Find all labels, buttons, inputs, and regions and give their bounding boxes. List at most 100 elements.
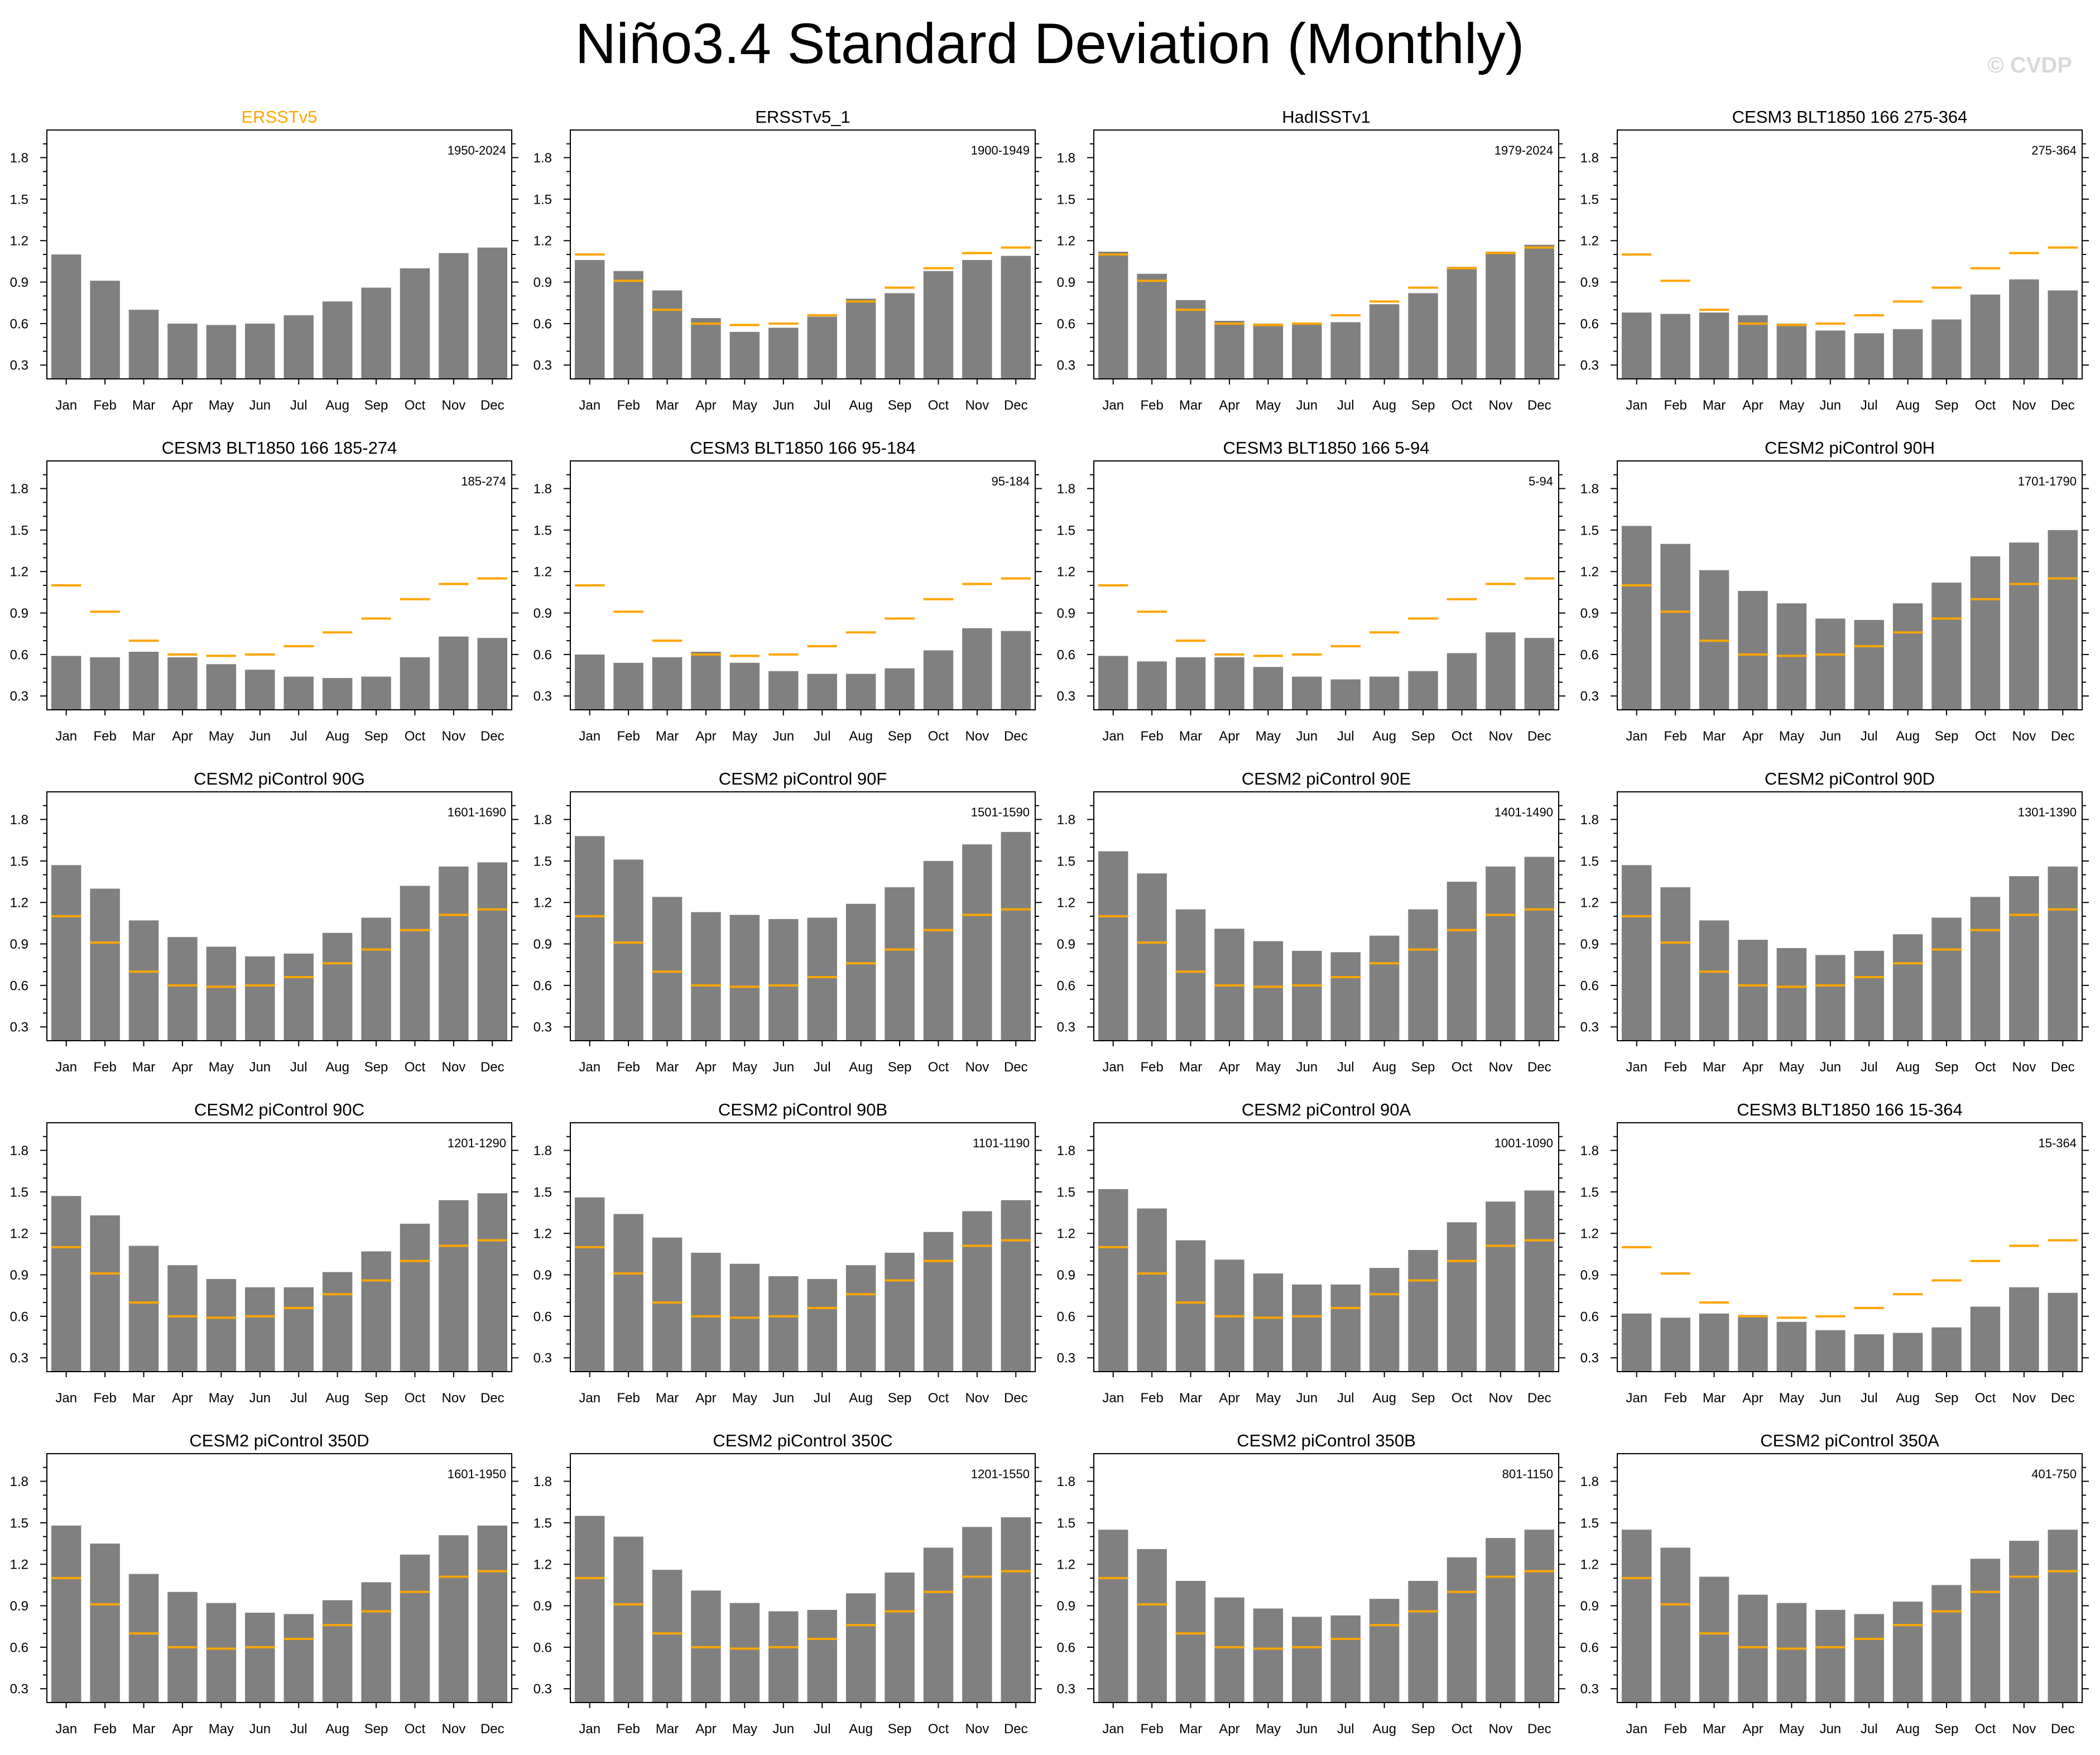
x-tick-label-sep: Sep xyxy=(888,1722,912,1737)
panel-title: CESM2 piControl 90A xyxy=(1242,1100,1411,1119)
bar-jun xyxy=(1815,330,1846,379)
bar-aug xyxy=(1892,934,1923,1041)
y-tick-label: 1.2 xyxy=(10,234,28,249)
y-tick-label: 1.8 xyxy=(1057,151,1075,166)
x-tick-label-apr: Apr xyxy=(1742,1391,1763,1406)
panel-title: CESM2 piControl 90G xyxy=(194,769,365,788)
x-tick-label-aug: Aug xyxy=(325,729,349,744)
x-tick-label-jun: Jun xyxy=(249,1722,271,1737)
y-tick-label: 0.6 xyxy=(10,1309,28,1324)
bar-sep xyxy=(361,917,391,1041)
x-tick-label-jun: Jun xyxy=(772,398,794,413)
x-tick-label-jun: Jun xyxy=(772,729,794,744)
y-tick-label: 0.6 xyxy=(10,647,28,662)
x-tick-label-may: May xyxy=(209,1391,234,1406)
chart-panel: 0.3 0.6 0.9 1.2 1.5 1.8 Jan Feb Mar Apr May Jun Jul A… xyxy=(1057,438,1565,744)
period-label: 15-364 xyxy=(2038,1136,2077,1150)
x-tick-label-nov: Nov xyxy=(1489,1391,1513,1406)
x-tick-label-dec: Dec xyxy=(1004,1391,1028,1406)
x-tick-label-apr: Apr xyxy=(695,1722,716,1737)
y-axis-ticks-left xyxy=(564,474,570,697)
y-tick-label: 1.5 xyxy=(1580,854,1599,869)
bar-jun xyxy=(768,328,799,379)
x-tick-label-jun: Jun xyxy=(249,1391,271,1406)
bar-nov xyxy=(439,1200,469,1372)
x-tick-label-nov: Nov xyxy=(965,1060,989,1075)
x-tick-label-may: May xyxy=(732,1391,757,1406)
x-tick-label-mar: Mar xyxy=(1179,729,1202,744)
x-tick-label-mar: Mar xyxy=(656,1391,679,1406)
bar-dec xyxy=(2048,530,2078,710)
bar-may xyxy=(1776,1321,1807,1372)
x-tick-label-feb: Feb xyxy=(93,1060,116,1075)
period-label: 801-1150 xyxy=(1502,1467,1553,1481)
x-tick-label-jan: Jan xyxy=(579,398,600,413)
x-tick-label-aug: Aug xyxy=(1896,1722,1920,1737)
bar-jul xyxy=(283,1287,314,1372)
bar-oct xyxy=(1447,653,1477,710)
chart-panel: 0.3 0.6 0.9 1.2 1.5 1.8 Jan Feb Mar Apr May Jun Jul A… xyxy=(1057,1100,1565,1406)
bar-jun xyxy=(768,1611,799,1703)
x-tick-label-mar: Mar xyxy=(656,1060,679,1075)
y-tick-label: 1.2 xyxy=(10,1557,28,1573)
y-tick-label: 0.3 xyxy=(10,689,28,704)
x-tick-label-jan: Jan xyxy=(579,1060,600,1075)
bar-jun xyxy=(1815,1609,1846,1703)
x-tick-label-apr: Apr xyxy=(1219,1391,1239,1406)
bar-dec xyxy=(477,247,508,379)
bar-apr xyxy=(691,651,721,710)
bar-sep xyxy=(361,1582,391,1703)
x-tick-label-jan: Jan xyxy=(579,1722,600,1737)
x-tick-label-jan: Jan xyxy=(1102,1391,1124,1406)
bar-may xyxy=(729,331,760,379)
panel-title: CESM2 piControl 90B xyxy=(718,1100,887,1119)
x-axis-ticks xyxy=(1636,1703,2064,1708)
x-tick-label-feb: Feb xyxy=(1140,398,1163,413)
bar-feb xyxy=(1137,273,1167,379)
bar-jul xyxy=(1854,950,1884,1041)
bar-jul xyxy=(283,315,314,379)
panel-title: CESM2 piControl 350A xyxy=(1760,1431,1939,1450)
x-tick-label-nov: Nov xyxy=(442,1060,466,1075)
panel-title: CESM2 piControl 350C xyxy=(713,1431,892,1450)
bar-jan xyxy=(51,656,81,710)
y-tick-label: 0.9 xyxy=(1580,606,1599,621)
y-tick-label: 0.6 xyxy=(534,316,552,331)
chart-panel: 0.3 0.6 0.9 1.2 1.5 1.8 Jan Feb Mar Apr May Jun Jul A… xyxy=(1580,769,2089,1075)
y-tick-label: 0.9 xyxy=(1580,1268,1599,1283)
y-tick-label: 0.3 xyxy=(534,358,552,373)
bar-aug xyxy=(1892,1333,1923,1372)
bar-aug xyxy=(322,1272,353,1372)
bar-oct xyxy=(923,1232,954,1372)
y-tick-label: 1.2 xyxy=(1057,565,1075,580)
y-axis-ticks-left xyxy=(40,474,47,697)
x-tick-label-aug: Aug xyxy=(1372,1722,1396,1737)
bar-jan xyxy=(1098,851,1128,1041)
y-tick-label: 0.3 xyxy=(1580,689,1599,704)
x-tick-label-oct: Oct xyxy=(928,1391,949,1406)
bar-sep xyxy=(1408,1580,1438,1703)
chart-panel: 0.3 0.6 0.9 1.2 1.5 1.8 Jan Feb Mar Apr May Jun Jul A… xyxy=(1580,1100,2089,1406)
bar-nov xyxy=(962,259,992,379)
y-axis-ticks-right xyxy=(1035,805,1042,1028)
x-tick-label-sep: Sep xyxy=(1935,1722,1959,1737)
x-tick-label-aug: Aug xyxy=(1896,1391,1920,1406)
y-tick-label: 0.9 xyxy=(534,937,552,952)
bar-jan xyxy=(1098,252,1128,379)
x-tick-label-apr: Apr xyxy=(1742,1722,1763,1737)
bar-may xyxy=(1253,667,1284,710)
y-tick-label: 0.3 xyxy=(534,689,552,704)
bar-jan xyxy=(51,865,81,1041)
bar-feb xyxy=(1660,887,1690,1041)
bar-may xyxy=(1253,323,1284,379)
x-tick-label-feb: Feb xyxy=(1664,1722,1686,1737)
x-tick-label-mar: Mar xyxy=(132,729,155,744)
x-tick-label-nov: Nov xyxy=(1489,398,1513,413)
bar-dec xyxy=(1524,1190,1555,1372)
bar-sep xyxy=(361,676,391,710)
bar-nov xyxy=(1486,1201,1516,1372)
bar-nov xyxy=(1486,632,1516,710)
x-tick-label-jan: Jan xyxy=(55,1722,77,1737)
x-tick-label-oct: Oct xyxy=(1452,1060,1473,1075)
bar-aug xyxy=(1369,1599,1400,1703)
